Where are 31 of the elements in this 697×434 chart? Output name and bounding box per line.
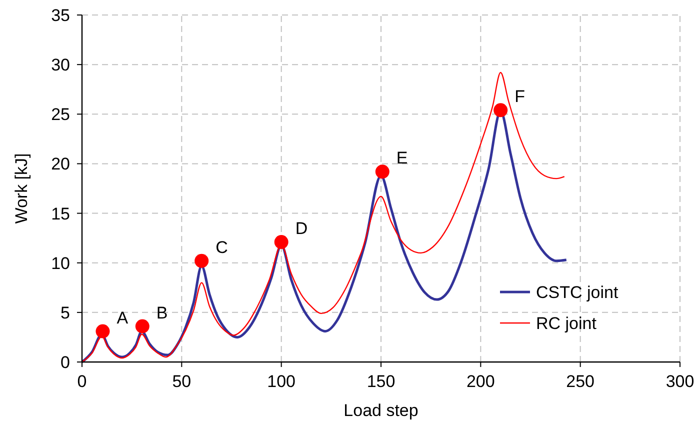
annotation: C (216, 238, 228, 257)
y-tick-label: 30 (51, 56, 70, 75)
x-tick-label: 0 (77, 372, 87, 391)
x-tick-label: 100 (267, 372, 296, 391)
y-tick-label: 0 (60, 353, 70, 372)
x-tick-label: 200 (466, 372, 495, 391)
y-tick-label: 20 (51, 154, 70, 174)
point (274, 235, 288, 250)
legend-label: RC joint (536, 314, 597, 333)
point (375, 164, 390, 179)
legend-label: CSTC joint (536, 283, 618, 302)
y-tick-label: 5 (60, 303, 70, 322)
y-axis-title: Work [kJ] (12, 153, 31, 224)
point (135, 319, 150, 334)
y-tick-label: 35 (51, 6, 70, 25)
point (194, 254, 209, 268)
y-tick-label: 15 (51, 204, 70, 224)
point (494, 103, 508, 118)
x-tick-label: 250 (566, 372, 595, 391)
y-tick-label: 25 (51, 105, 70, 124)
x-tick-label: 300 (666, 372, 694, 391)
annotation: E (396, 148, 408, 168)
annotation: A (116, 308, 129, 328)
x-tick-label: 150 (366, 372, 396, 391)
annotation: D (295, 219, 308, 238)
annotation: F (514, 87, 525, 106)
point (96, 324, 110, 338)
annotation: B (156, 303, 168, 322)
x-tick-label: 50 (172, 372, 192, 391)
x-axis-title: Load step (344, 401, 418, 420)
y-tick-label: 10 (51, 254, 70, 273)
